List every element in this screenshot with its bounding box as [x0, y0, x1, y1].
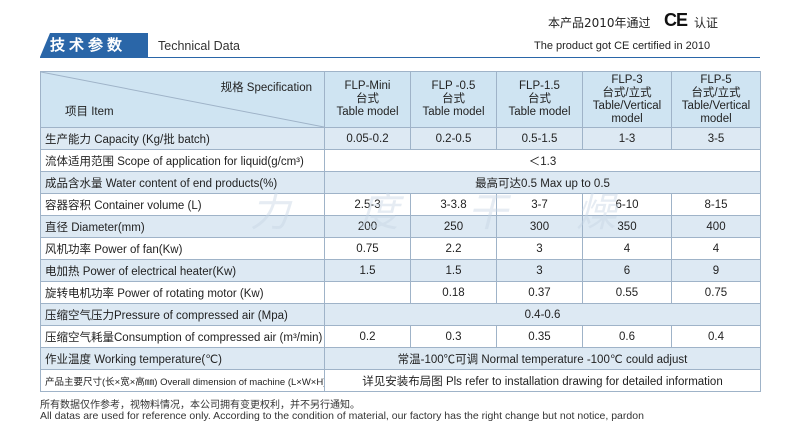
- row-label: 产品主要尺寸(长×宽×高㎜) Overall dimension of mach…: [40, 369, 325, 392]
- cell: 2.2: [410, 237, 497, 260]
- corner-cell: 规格 Specification 项目 Item: [40, 71, 325, 128]
- title-cn: 技术参数: [50, 36, 127, 54]
- row-label: 容器容积 Container volume (L): [40, 193, 325, 216]
- spec-table: 规格 Specification 项目 Item FLP-Mini 台式 Table…: [40, 71, 761, 392]
- table-row: 压缩空气耗量Consumption of compressed air (m³/…: [40, 325, 761, 348]
- cell: 3-7: [496, 193, 583, 216]
- footer-note-en: All datas are used for reference only. A…: [40, 410, 644, 422]
- row-label: 生产能力 Capacity (Kg/批 batch): [40, 127, 325, 150]
- table-row: 压缩空气压力Pressure of compressed air (Mpa) 0…: [40, 303, 761, 326]
- cell: 200: [324, 215, 411, 238]
- corner-spec-label: 规格 Specification: [220, 82, 312, 94]
- column-header: FLP-3 台式/立式 Table/Vertical model: [582, 71, 672, 128]
- cell: 1-3: [582, 127, 672, 150]
- diagonal-line: [41, 72, 324, 127]
- cell: 4: [582, 237, 672, 260]
- cell: 0.37: [496, 281, 583, 304]
- cell: 3-3.8: [410, 193, 497, 216]
- cert-text-cn-left: 本产品2010年通过: [548, 16, 651, 30]
- table-row: 流体适用范围 Scope of application for liquid(g…: [40, 149, 761, 172]
- row-label: 压缩空气压力Pressure of compressed air (Mpa): [40, 303, 325, 326]
- column-header: FLP-5 台式/立式 Table/Vertical model: [671, 71, 761, 128]
- corner-item-label: 项目 Item: [65, 106, 114, 118]
- table-row: 风机功率 Power of fan(Kw) 0.75 2.2 3 4 4: [40, 237, 761, 260]
- footer-note-cn: 所有数据仅作参考，视物料情况，本公司拥有变更权利，并不另行通知。: [40, 400, 360, 411]
- table-row: 成品含水量 Water content of end products(%) 最…: [40, 171, 761, 194]
- row-label: 压缩空气耗量Consumption of compressed air (m³/…: [40, 325, 325, 348]
- row-label: 流体适用范围 Scope of application for liquid(g…: [40, 149, 325, 172]
- span-cell: 0.4-0.6: [324, 303, 761, 326]
- cell: 3-5: [671, 127, 761, 150]
- column-header: FLP-1.5 台式 Table model: [496, 71, 583, 128]
- cell: 0.55: [582, 281, 672, 304]
- column-header: FLP-Mini 台式 Table model: [324, 71, 411, 128]
- cell: 0.6: [582, 325, 672, 348]
- cert-text-en: The product got CE certified in 2010: [534, 40, 711, 52]
- cell: 6: [582, 259, 672, 282]
- cell: 1.5: [410, 259, 497, 282]
- cell: 0.4: [671, 325, 761, 348]
- ce-mark-icon: CE: [664, 10, 688, 30]
- column-header: FLP -0.5 台式 Table model: [410, 71, 497, 128]
- cell: 300: [496, 215, 583, 238]
- cell: 9: [671, 259, 761, 282]
- row-label: 风机功率 Power of fan(Kw): [40, 237, 325, 260]
- row-label: 电加热 Power of electrical heater(Kw): [40, 259, 325, 282]
- cell: 8-15: [671, 193, 761, 216]
- span-cell: 最高可达0.5 Max up to 0.5: [324, 171, 761, 194]
- table-row: 直径 Diameter(mm) 200 250 300 350 400: [40, 215, 761, 238]
- table-row: 电加热 Power of electrical heater(Kw) 1.5 1…: [40, 259, 761, 282]
- cell: 0.3: [410, 325, 497, 348]
- cell: 0.2-0.5: [410, 127, 497, 150]
- cell: 400: [671, 215, 761, 238]
- cell: 0.5-1.5: [496, 127, 583, 150]
- cell: 350: [582, 215, 672, 238]
- cell: [324, 281, 411, 304]
- cell: 4: [671, 237, 761, 260]
- row-label: 作业温度 Working temperature(℃): [40, 347, 325, 370]
- row-label: 旋转电机功率 Power of rotating motor (Kw): [40, 281, 325, 304]
- cell: 2.5-3: [324, 193, 411, 216]
- header: 技术参数 Technical Data 本产品2010年通过 CE 认证 The…: [0, 0, 800, 66]
- span-cell: 常温-100℃可调 Normal temperature -100℃ could…: [324, 347, 761, 370]
- cell: 0.05-0.2: [324, 127, 411, 150]
- cell: 0.75: [324, 237, 411, 260]
- table-row: 作业温度 Working temperature(℃) 常温-100℃可调 No…: [40, 347, 761, 370]
- cell: 0.18: [410, 281, 497, 304]
- cell: 6-10: [582, 193, 672, 216]
- cert-text-cn-right: 认证: [694, 16, 719, 30]
- title-en: Technical Data: [158, 39, 240, 53]
- span-cell: 详见安装布局图 Pls refer to installation drawin…: [324, 369, 761, 392]
- span-cell: ＜1.3: [324, 149, 761, 172]
- table-row: 生产能力 Capacity (Kg/批 batch) 0.05-0.2 0.2-…: [40, 127, 761, 150]
- cell: 3: [496, 237, 583, 260]
- table-header-row: 规格 Specification 项目 Item FLP-Mini 台式 Table…: [40, 71, 761, 128]
- cell: 250: [410, 215, 497, 238]
- row-label: 成品含水量 Water content of end products(%): [40, 171, 325, 194]
- header-divider: [40, 57, 760, 58]
- cell: 1.5: [324, 259, 411, 282]
- table-row: 容器容积 Container volume (L) 2.5-3 3-3.8 3-…: [40, 193, 761, 216]
- table-row: 旋转电机功率 Power of rotating motor (Kw) 0.18…: [40, 281, 761, 304]
- title-tab-background: [40, 33, 148, 57]
- cell: 3: [496, 259, 583, 282]
- cell: 0.35: [496, 325, 583, 348]
- table-row: 产品主要尺寸(长×宽×高㎜) Overall dimension of mach…: [40, 369, 761, 392]
- cell: 0.75: [671, 281, 761, 304]
- cell: 0.2: [324, 325, 411, 348]
- row-label: 直径 Diameter(mm): [40, 215, 325, 238]
